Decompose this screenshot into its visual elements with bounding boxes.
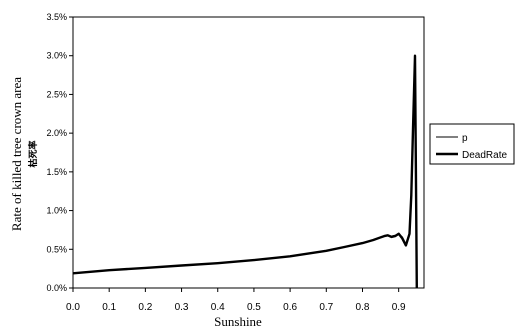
y-tick-label: 2.5% <box>46 89 67 99</box>
y-tick-label: 3.0% <box>46 51 67 61</box>
x-tick-label: 0.2 <box>138 302 152 313</box>
x-tick-label: 0.1 <box>102 302 116 313</box>
x-tick-label: 0.0 <box>66 302 80 313</box>
y-tick-label: 3.5% <box>46 12 67 22</box>
y-axis-sublabel: 枯死率 <box>27 140 39 167</box>
legend-box <box>429 123 515 165</box>
y-tick-label: 0.0% <box>46 283 67 293</box>
legend-label-deadrate: DeadRate <box>462 150 507 161</box>
series-layer <box>72 54 418 289</box>
series-line-p <box>72 56 418 289</box>
x-tick-label: 0.4 <box>211 302 225 313</box>
y-axis-label: Rate of killed tree crown area <box>9 77 24 231</box>
y-tick-label: 2.0% <box>46 128 67 138</box>
y-tick-label: 1.0% <box>46 206 67 216</box>
axis-title-group: Rate of killed tree crown area 枯死率 Sunsh… <box>9 77 262 329</box>
x-tick-label: 0.8 <box>356 302 370 313</box>
x-axis: 0.0 0.1 0.2 0.3 0.4 0.5 0.6 0.7 0.8 0.9 <box>66 288 406 313</box>
x-tick-label: 0.3 <box>175 302 189 313</box>
x-axis-label: Sunshine <box>214 314 262 329</box>
x-tick-label: 0.5 <box>247 302 261 313</box>
x-tick-label: 0.7 <box>319 302 333 313</box>
y-axis: 0.0% 0.5% 1.0% 1.5% 2.0% 2.5% 3.0% 3.5% <box>46 12 73 293</box>
legend: p DeadRate <box>429 123 515 165</box>
x-tick-label: 0.9 <box>392 302 406 313</box>
plot-frame <box>72 16 425 289</box>
series-line-deadrate <box>72 54 418 289</box>
legend-label-p: p <box>462 133 468 144</box>
y-tick-label: 0.5% <box>46 244 67 254</box>
x-tick-label: 0.6 <box>283 302 297 313</box>
y-tick-label: 1.5% <box>46 167 67 177</box>
